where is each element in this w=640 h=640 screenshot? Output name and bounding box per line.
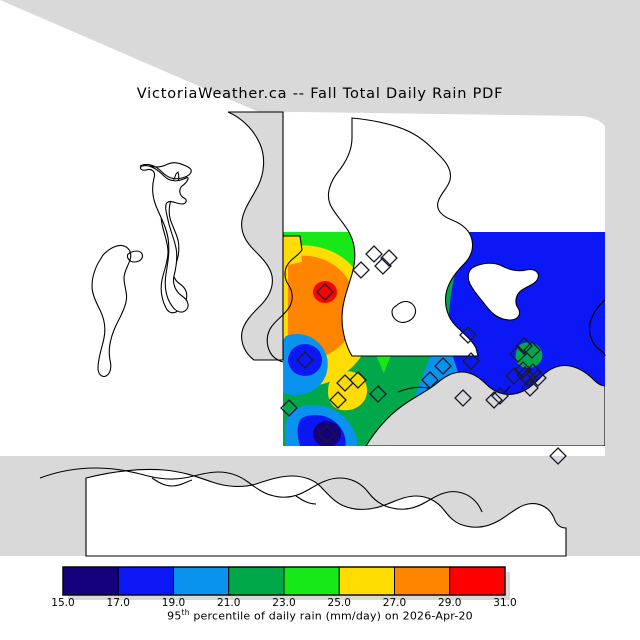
diamond-marker[interactable] [516,366,534,384]
colorbar-tick-label: 27.0 [383,597,406,609]
caption-superscript: th [181,608,190,617]
colorbar-band[interactable] [338,566,395,596]
colorbar-tick-label: 15.0 [51,597,74,609]
diamond-marker[interactable] [514,361,532,379]
diamond-marker[interactable] [329,391,347,409]
colorbar-band[interactable] [62,566,119,596]
diamond-marker[interactable] [374,257,392,275]
diamond-marker[interactable] [421,371,439,389]
colorbar-tick-label: 21.0 [217,597,240,609]
colorbar-caption: 95th percentile of daily rain (mm/day) o… [0,608,640,623]
colorbar-band[interactable] [283,566,340,596]
diamond-marker[interactable] [521,379,539,397]
colorbar-tick-label: 29.0 [438,597,461,609]
diamond-marker[interactable] [549,447,567,465]
station-markers [280,245,567,465]
diamond-marker[interactable] [523,341,541,359]
diamond-marker[interactable] [380,249,398,267]
diamond-marker[interactable] [352,261,370,279]
colorbar-band[interactable] [173,566,230,596]
colorbar-bands[interactable] [62,566,506,596]
diamond-marker[interactable] [316,283,334,301]
diamond-marker[interactable] [296,351,314,369]
colorbar-frame [62,566,506,596]
colorbar-band[interactable] [449,566,506,596]
colorbar-tick-label: 17.0 [107,597,130,609]
colorbar-tick-label: 31.0 [493,597,516,609]
diamond-marker[interactable] [454,389,472,407]
colorbar-tick-label: 25.0 [328,597,351,609]
diamond-marker[interactable] [509,345,527,363]
diamond-marker[interactable] [434,357,452,375]
diamond-marker[interactable] [369,385,387,403]
diamond-marker[interactable] [515,337,533,355]
page-title: VictoriaWeather.ca -- Fall Total Daily R… [136,86,504,102]
diamond-marker[interactable] [318,425,336,443]
diamond-marker[interactable] [462,352,480,370]
colorbar-band[interactable] [394,566,451,596]
diamond-marker[interactable] [365,245,383,263]
caption-rest: percentile of daily rain (mm/day) on 202… [189,609,473,623]
colorbar: 15.0 17.0 19.0 21.0 23.0 25.0 27.0 29.0 31.0 [51,566,517,609]
diamond-marker[interactable] [280,399,298,417]
diamond-marker[interactable] [485,391,503,409]
colorbar-band[interactable] [228,566,285,596]
diamond-marker[interactable] [459,326,477,344]
colorbar-tick-label: 19.0 [162,597,185,609]
colorbar-tick-label: 23.0 [272,597,295,609]
diamond-marker[interactable] [349,371,367,389]
colorbar-band[interactable] [117,566,174,596]
caption-prefix: 95 [167,609,182,623]
colorbar-tick-labels: 15.0 17.0 19.0 21.0 23.0 25.0 27.0 29.0 31.0 [51,597,516,609]
